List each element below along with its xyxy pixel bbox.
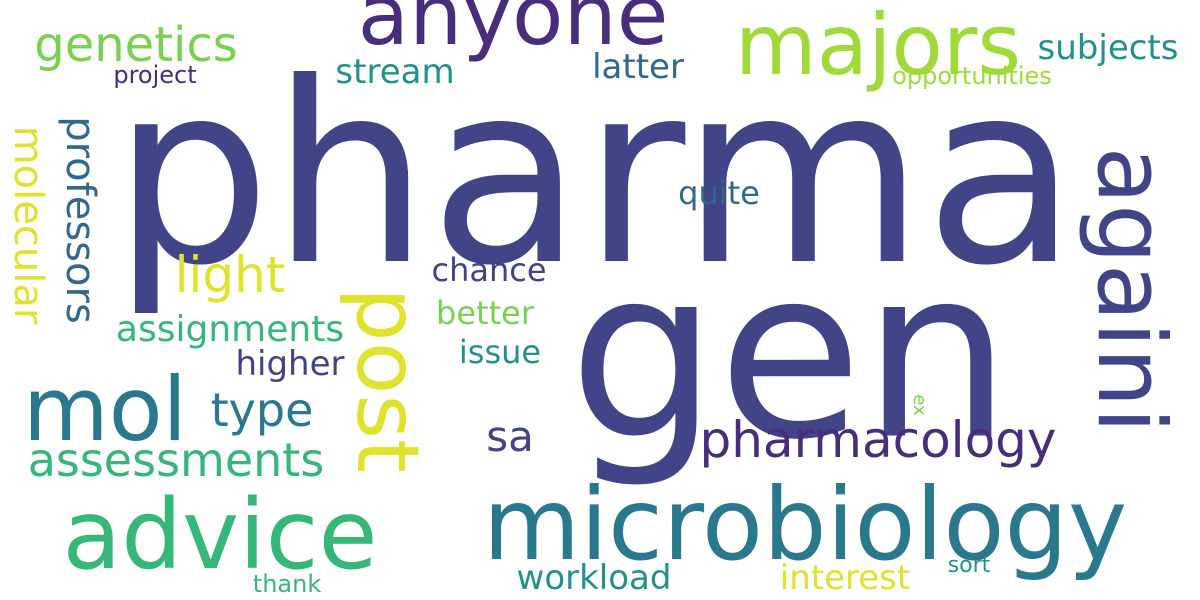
word-sort: sort xyxy=(947,553,991,578)
word-sa: sa xyxy=(486,412,534,461)
word-gen: gen xyxy=(568,218,1012,492)
word-subjects: subjects xyxy=(1037,28,1179,68)
word-microbiology: microbiology xyxy=(482,466,1128,583)
word-pharma: pharma xyxy=(112,29,1078,320)
word-assignments: assignments xyxy=(115,309,345,350)
word-interest: interest xyxy=(779,558,911,598)
word-higher: higher xyxy=(235,344,345,384)
word-anyone: anyone xyxy=(357,0,669,64)
word-quite: quite xyxy=(678,174,760,212)
word-thank: thank xyxy=(252,570,322,598)
word-workload: workload xyxy=(516,558,672,598)
word-assessments: assessments xyxy=(27,433,325,487)
word-light: light xyxy=(174,246,286,304)
word-chance: chance xyxy=(431,251,547,289)
word-issue: issue xyxy=(458,333,542,371)
word-post: post xyxy=(337,287,437,473)
word-genetics: genetics xyxy=(34,17,238,73)
word-againi: againi xyxy=(1076,146,1185,434)
word-better: better xyxy=(436,294,534,332)
word-molecular: molecular xyxy=(5,125,51,325)
word-opportunities: opportunities xyxy=(892,62,1052,90)
word-majors: majors xyxy=(734,0,1022,94)
word-type: type xyxy=(210,383,314,437)
word-latter: latter xyxy=(592,47,684,87)
word-project: project xyxy=(113,61,197,89)
word-ex: ex xyxy=(909,394,930,416)
word-advice: advice xyxy=(62,479,378,591)
word-mol: mol xyxy=(22,358,188,461)
word-professors: professors xyxy=(57,116,103,324)
word-pharmacology: pharmacology xyxy=(699,411,1057,469)
word-stream: stream xyxy=(335,52,455,92)
